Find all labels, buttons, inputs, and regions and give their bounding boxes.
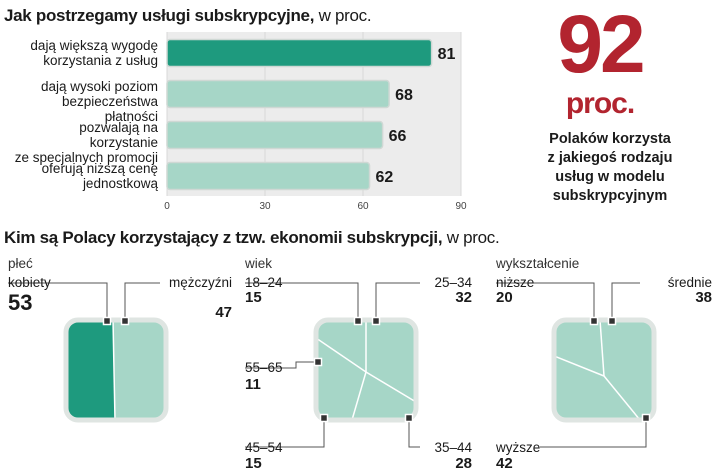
connector-line (496, 282, 595, 321)
segment-label: średnie (667, 275, 712, 290)
chart-title: Jak postrzegamy usługi subskrypcyjne, w … (4, 6, 372, 26)
segment-value: 28 (455, 455, 472, 472)
connector-marker (404, 413, 414, 423)
group-label-age: wiek (245, 256, 273, 271)
highlight-line: subskrypcyjnym (552, 188, 668, 204)
segment-value: 15 (245, 455, 262, 472)
bar-label-line: bezpieczeństwa płatności (61, 94, 158, 124)
segment-divider (603, 375, 641, 420)
bar-label: dają większą wygodę korzystania z usług (8, 38, 158, 68)
bar (166, 79, 390, 109)
bar-label-line: pozwalają na korzystanie (79, 120, 158, 150)
segment-value: 38 (695, 289, 712, 306)
segment-divider (316, 337, 367, 373)
group-label-education: wykształcenie (496, 256, 580, 271)
highlight-number: 92 (557, 0, 645, 90)
connector-marker (607, 316, 617, 326)
segment-label: mężczyźni (168, 275, 232, 290)
segment-value: 15 (245, 289, 262, 306)
chart-title-unit: w proc. (318, 6, 372, 25)
segment-label: 45–54 (245, 440, 283, 455)
bar-label: dają wysoki poziom bezpieczeństwa płatnoś… (8, 79, 158, 124)
bar (166, 120, 384, 150)
bar-label-line: ze specjalnych promocji (14, 150, 158, 165)
segment-label: wyższe (496, 440, 541, 455)
connector-marker (319, 413, 329, 423)
segment-label: 55–65 (245, 360, 283, 375)
highlight-line: usług w modelu (555, 169, 665, 185)
tick-label: 60 (357, 201, 369, 212)
segment-value: 32 (455, 289, 472, 306)
segment-value: 20 (496, 289, 513, 306)
connector-marker (589, 316, 599, 326)
connector-line (245, 418, 325, 448)
treemap-frame (63, 317, 169, 423)
bar-label-line: dają wysoki poziom (40, 79, 158, 94)
connector-marker (102, 316, 112, 326)
highlight-line: Polaków korzysta (549, 131, 671, 147)
bar-value: 81 (438, 46, 456, 63)
bar-label-line: korzystania z usług (43, 53, 158, 68)
bar-value: 62 (376, 169, 394, 186)
bar (166, 161, 371, 191)
treemap-frame (551, 317, 657, 423)
segment-divider (112, 320, 116, 420)
bar-label: oferują niższą cenę jednostkową (8, 161, 158, 191)
connector-line (245, 361, 318, 369)
connector-marker (353, 316, 363, 326)
connector-marker (371, 316, 381, 326)
bar-value: 68 (395, 87, 413, 104)
connector-line (540, 418, 647, 448)
connector-line (611, 282, 640, 321)
connector-marker (120, 316, 130, 326)
tick-label: 0 (164, 201, 170, 212)
bar-label: pozwalają na korzystanie ze specjalnych p… (8, 120, 158, 165)
segment-men (113, 320, 166, 420)
segment-divider (599, 320, 605, 377)
segment-label: kobiety (8, 275, 51, 290)
highlight-description: Polaków korzysta z jakiegoś rodzaju usłu… (520, 130, 700, 206)
segment-value: 11 (245, 376, 261, 393)
segment-divider (554, 355, 605, 377)
tick-label: 30 (259, 201, 271, 212)
connector-marker (313, 357, 323, 367)
section2-title-unit: w proc. (446, 228, 500, 247)
bar-label-line: oferują niższą cenę (41, 161, 158, 176)
treemap-frame (313, 317, 419, 423)
connector-line (408, 418, 420, 448)
bar-value: 66 (389, 128, 407, 145)
segment-label: 35–44 (434, 440, 472, 455)
segment-divider (351, 371, 367, 420)
connector-line (245, 282, 359, 321)
segment-label: niższe (496, 275, 535, 290)
segment-divider (365, 371, 416, 403)
connector-marker (641, 413, 651, 423)
connector-line (8, 282, 108, 321)
segment-value: 47 (215, 304, 232, 321)
connector-line (124, 282, 160, 321)
segment-value: 53 (8, 290, 33, 315)
group-label-gender: płeć (8, 256, 33, 271)
chart-title-text: Jak postrzegamy usługi subskrypcyjne, (4, 6, 315, 25)
segment-label: 18–24 (245, 275, 283, 290)
segment-value: 42 (496, 455, 513, 472)
connector-line (375, 282, 420, 321)
bar-label-line: dają większą wygodę (30, 38, 158, 53)
bar (166, 38, 433, 68)
highlight-unit: proc. (565, 87, 635, 120)
section2-title-text: Kim są Polacy korzystający z tzw. ekonom… (4, 228, 443, 247)
segment-label: 25–34 (434, 275, 472, 290)
highlight-line: z jakiegoś rodzaju (547, 150, 673, 166)
bar-label-line: jednostkową (82, 176, 158, 191)
section2-title: Kim są Polacy korzystający z tzw. ekonom… (4, 228, 500, 248)
segment-women (66, 320, 115, 420)
tick-label: 90 (455, 201, 467, 212)
